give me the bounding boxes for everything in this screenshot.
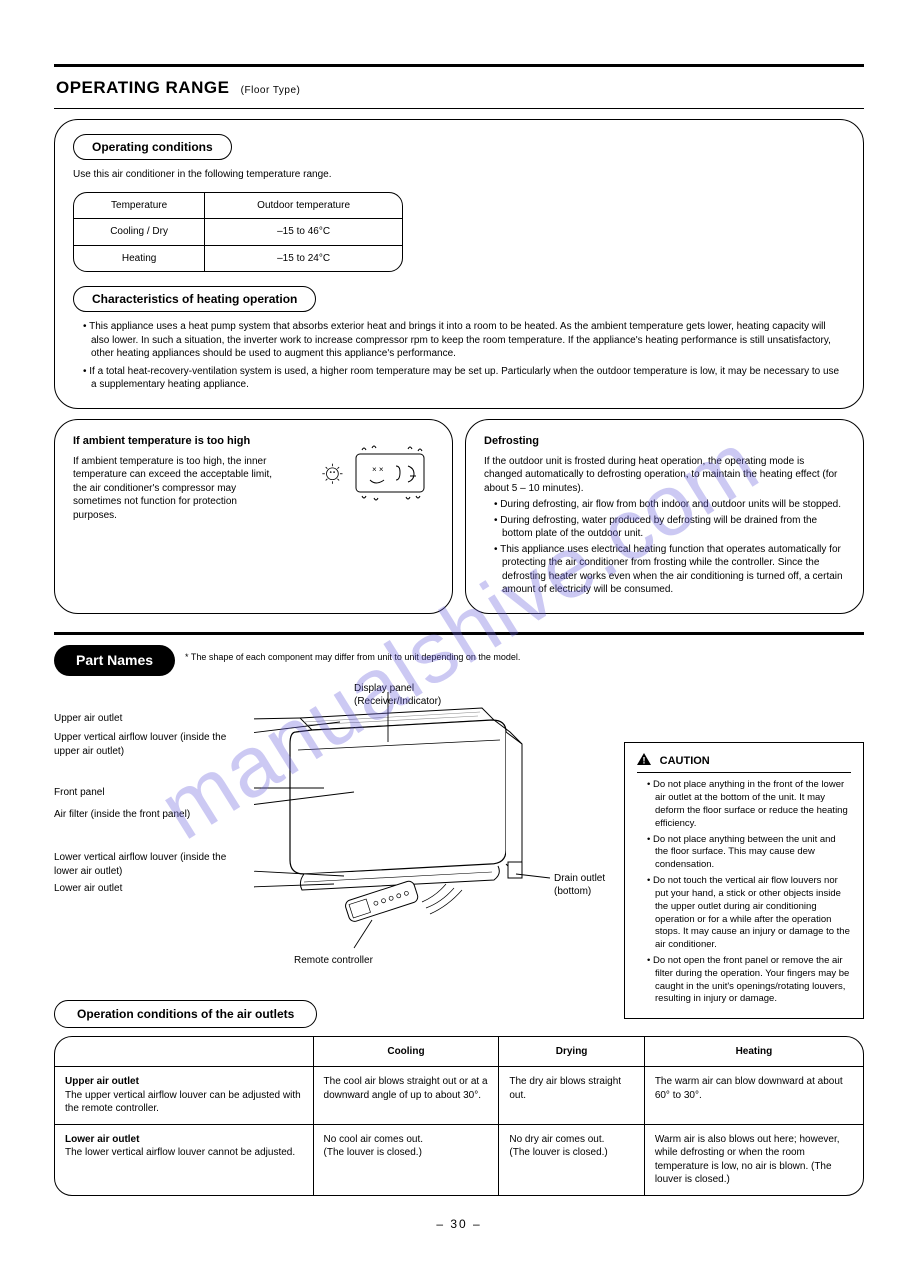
air-outlet-table: Cooling Drying Heating Upper air outlet … — [54, 1036, 864, 1196]
high-temp-panel: If ambient temperature is too high If am… — [54, 419, 453, 614]
label-display: Display panel — [354, 682, 441, 696]
r2c1-title: Lower air outlet — [65, 1134, 139, 1145]
oc-r2c2: No cool air comes out. (The louver is cl… — [314, 1125, 500, 1195]
oc-title: Operation conditions of the air outlets — [54, 1000, 317, 1028]
svg-text:!: ! — [643, 755, 646, 765]
sun-illustration: × × — [303, 442, 438, 509]
label-front-panel: Front panel — [54, 786, 244, 800]
caution-head: CAUTION — [660, 755, 710, 767]
caution-box: ! CAUTION • Do not place anything in the… — [624, 742, 864, 1020]
r2c1-text: The lower vertical airflow louver cannot… — [65, 1147, 295, 1158]
oc-r1c2: The cool air blows straight out or at a … — [314, 1067, 500, 1125]
r1c1-text: The upper vertical airflow louver can be… — [65, 1090, 301, 1115]
part-names-note: * The shape of each component may differ… — [185, 651, 520, 663]
defrost-title: Defrosting — [484, 434, 845, 449]
caution-line-4: • Do not open the front panel or remove … — [647, 955, 851, 1006]
defrost-line-3: • During defrosting, water produced by d… — [494, 514, 845, 541]
oc-h1: Cooling — [314, 1037, 500, 1068]
heat-bullet-1: • This appliance uses a heat pump system… — [83, 320, 845, 361]
title-sub: (Floor Type) — [241, 85, 301, 96]
oc-h2: Drying — [499, 1037, 644, 1068]
heating-characteristics-pill: Characteristics of heating operation — [73, 286, 316, 312]
divider — [54, 108, 864, 109]
cell-cooling-val: –15 to 46°C — [205, 219, 402, 246]
hot-unit-icon: × × — [348, 442, 438, 504]
divider — [54, 632, 864, 635]
defrosting-panel: Defrosting If the outdoor unit is froste… — [465, 419, 864, 614]
operating-conditions-panel: Operating conditions Use this air condit… — [54, 119, 864, 409]
svg-text:× ×: × × — [372, 465, 384, 474]
defrost-line-2: • During defrosting, air flow from both … — [494, 498, 845, 512]
cell-cooling: Cooling / Dry — [74, 219, 205, 246]
defrost-line-1: If the outdoor unit is frosted during he… — [484, 455, 845, 496]
oc-r2c3: No dry air comes out. (The louver is clo… — [499, 1125, 644, 1195]
high-temp-text: If ambient temperature is too high, the … — [73, 455, 282, 523]
label-drain: Drain outlet — [554, 872, 605, 886]
oc-h0 — [55, 1037, 314, 1068]
label-drain-sub: (bottom) — [554, 885, 605, 899]
oc-r2c1: Lower air outlet The lower vertical airf… — [55, 1125, 314, 1195]
caution-line-2: • Do not place anything between the unit… — [647, 834, 851, 872]
temperature-table: Temperature Outdoor temperature Cooling … — [73, 192, 403, 273]
sun-icon — [303, 462, 345, 504]
cell-heating: Heating — [74, 246, 205, 272]
title-text: OPERATING RANGE — [56, 78, 229, 97]
intro-text: Use this air conditioner in the followin… — [73, 168, 845, 182]
label-air-filter: Air filter (inside the front panel) — [54, 808, 244, 822]
th-outdoor: Outdoor temperature — [205, 193, 402, 220]
oc-r1c1: Upper air outlet The upper vertical airf… — [55, 1067, 314, 1125]
label-lower-outlet: Lower air outlet — [54, 882, 244, 896]
defrost-line-4: • This appliance uses electrical heating… — [494, 543, 845, 597]
label-display-sub: (Receiver/Indicator) — [354, 695, 441, 709]
r1c1-title: Upper air outlet — [65, 1076, 139, 1087]
operating-range-title: OPERATING RANGE (Floor Type) — [54, 67, 864, 108]
oc-r1c3: The dry air blows straight out. — [499, 1067, 644, 1125]
oc-r2c4: Warm air is also blows out here; however… — [645, 1125, 863, 1195]
page-number: – 30 – — [54, 1216, 864, 1232]
label-remote: Remote controller — [294, 954, 373, 968]
heat-bullet-2: • If a total heat-recovery-ventilation s… — [83, 365, 845, 392]
caution-line-1: • Do not place anything in the front of … — [647, 779, 851, 830]
part-names-pill: Part Names — [54, 645, 175, 676]
oc-r1c4: The warm air can blow downward at about … — [645, 1067, 863, 1125]
label-upper-louver: Upper vertical airflow louver (inside th… — [54, 731, 244, 758]
caution-line-3: • Do not touch the vertical air flow lou… — [647, 875, 851, 952]
th-temperature: Temperature — [74, 193, 205, 220]
cell-heating-val: –15 to 24°C — [205, 246, 402, 272]
indoor-unit-illustration — [254, 692, 574, 952]
warning-icon: ! — [637, 753, 651, 765]
operating-conditions-pill: Operating conditions — [73, 134, 232, 160]
oc-h3: Heating — [645, 1037, 863, 1068]
label-lower-louver: Lower vertical airflow louver (inside th… — [54, 851, 244, 878]
label-upper-outlet: Upper air outlet — [54, 712, 244, 726]
